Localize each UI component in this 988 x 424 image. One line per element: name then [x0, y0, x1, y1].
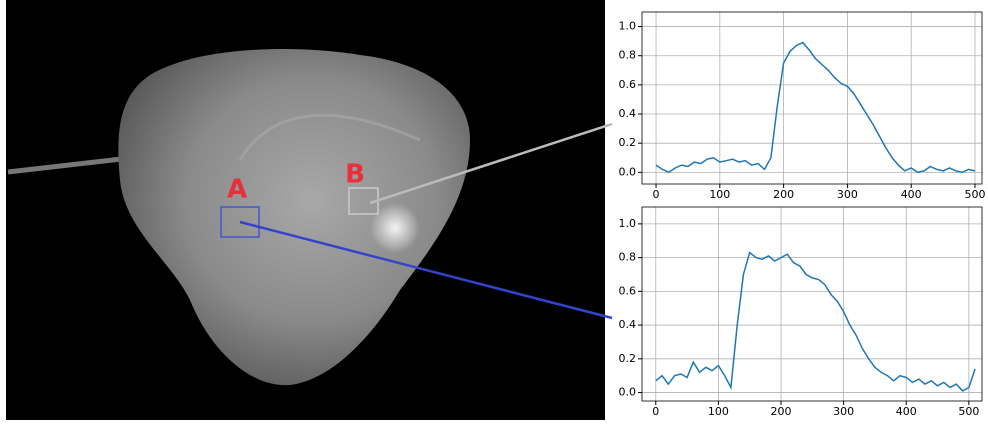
highlight [370, 203, 420, 253]
y-tick-label: 0.8 [619, 251, 637, 264]
x-tick-label: 500 [964, 188, 985, 201]
plot-frame [641, 11, 983, 185]
y-tick-label: 0.0 [619, 386, 637, 399]
data-line [655, 251, 976, 392]
x-tick-label: 200 [771, 405, 792, 418]
x-tick-label: 400 [901, 188, 922, 201]
x-tick-label: 0 [653, 188, 660, 201]
x-tick-label: 100 [708, 405, 729, 418]
y-tick-label: 0.8 [619, 49, 637, 62]
x-tick-label: 300 [837, 188, 858, 201]
connector-b [369, 122, 613, 205]
data-line [655, 41, 976, 174]
y-tick-label: 0.4 [619, 318, 637, 331]
heart [118, 49, 470, 386]
connector-a [239, 220, 613, 320]
y-tick-label: 1.0 [619, 217, 637, 230]
roi-box-a [220, 206, 260, 238]
y-tick-label: 0.6 [619, 78, 637, 91]
x-tick-label: 400 [896, 405, 917, 418]
catheter [7, 155, 131, 175]
plot-frame [641, 206, 983, 402]
y-tick-label: 0.2 [619, 352, 637, 365]
y-tick-label: 0.6 [619, 284, 637, 297]
y-tick-label: 0.2 [619, 136, 637, 149]
y-tick-label: 0.4 [619, 107, 637, 120]
x-tick-label: 0 [652, 405, 659, 418]
x-tick-label: 100 [709, 188, 730, 201]
roi-label: A [227, 175, 247, 205]
x-tick-label: 200 [773, 188, 794, 201]
y-tick-label: 1.0 [619, 20, 637, 33]
x-tick-label: 500 [958, 405, 979, 418]
y-tick-label: 0.0 [619, 165, 637, 178]
x-tick-label: 300 [833, 405, 854, 418]
roi-label: B [345, 160, 365, 190]
vessel [238, 113, 421, 161]
